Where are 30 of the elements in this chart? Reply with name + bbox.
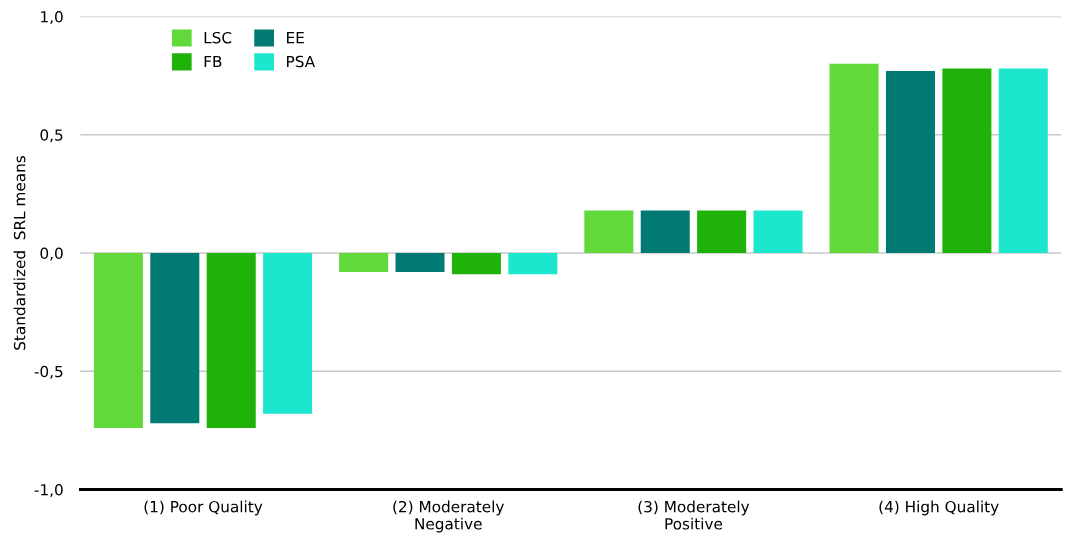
bar xyxy=(395,253,445,272)
bar xyxy=(93,253,143,429)
bar xyxy=(451,253,501,275)
bar xyxy=(998,68,1048,253)
bar xyxy=(753,210,803,253)
x-tick-label: (1) Poor Quality xyxy=(144,500,263,516)
bar xyxy=(829,63,879,253)
bar xyxy=(206,253,256,429)
y-axis-title: Standardized SRL means xyxy=(13,155,26,350)
bar xyxy=(150,253,200,424)
bar xyxy=(584,210,634,253)
bar xyxy=(885,70,935,253)
y-tick-label: -1,0 xyxy=(34,483,63,498)
y-tick-label: 1,0 xyxy=(41,10,63,25)
bar xyxy=(697,210,747,253)
bar xyxy=(942,68,992,253)
x-tick-label: (4) High Quality xyxy=(879,500,999,516)
y-tick-label: 0,0 xyxy=(40,247,63,261)
bar xyxy=(339,253,389,272)
y-tick-label: -0,5 xyxy=(34,365,63,379)
bar xyxy=(508,253,558,275)
legend-label: LSC xyxy=(204,31,232,44)
y-tick-label: 0,5 xyxy=(40,129,63,143)
bar xyxy=(263,253,313,414)
legend-label: EE xyxy=(287,32,304,44)
x-tick-label: (3) Moderately Positive xyxy=(638,500,750,530)
x-tick-label: (2) Moderately Negative xyxy=(393,500,504,533)
legend-label: FB xyxy=(204,55,222,68)
legend-label: PSA xyxy=(287,55,316,68)
bar xyxy=(640,210,690,253)
